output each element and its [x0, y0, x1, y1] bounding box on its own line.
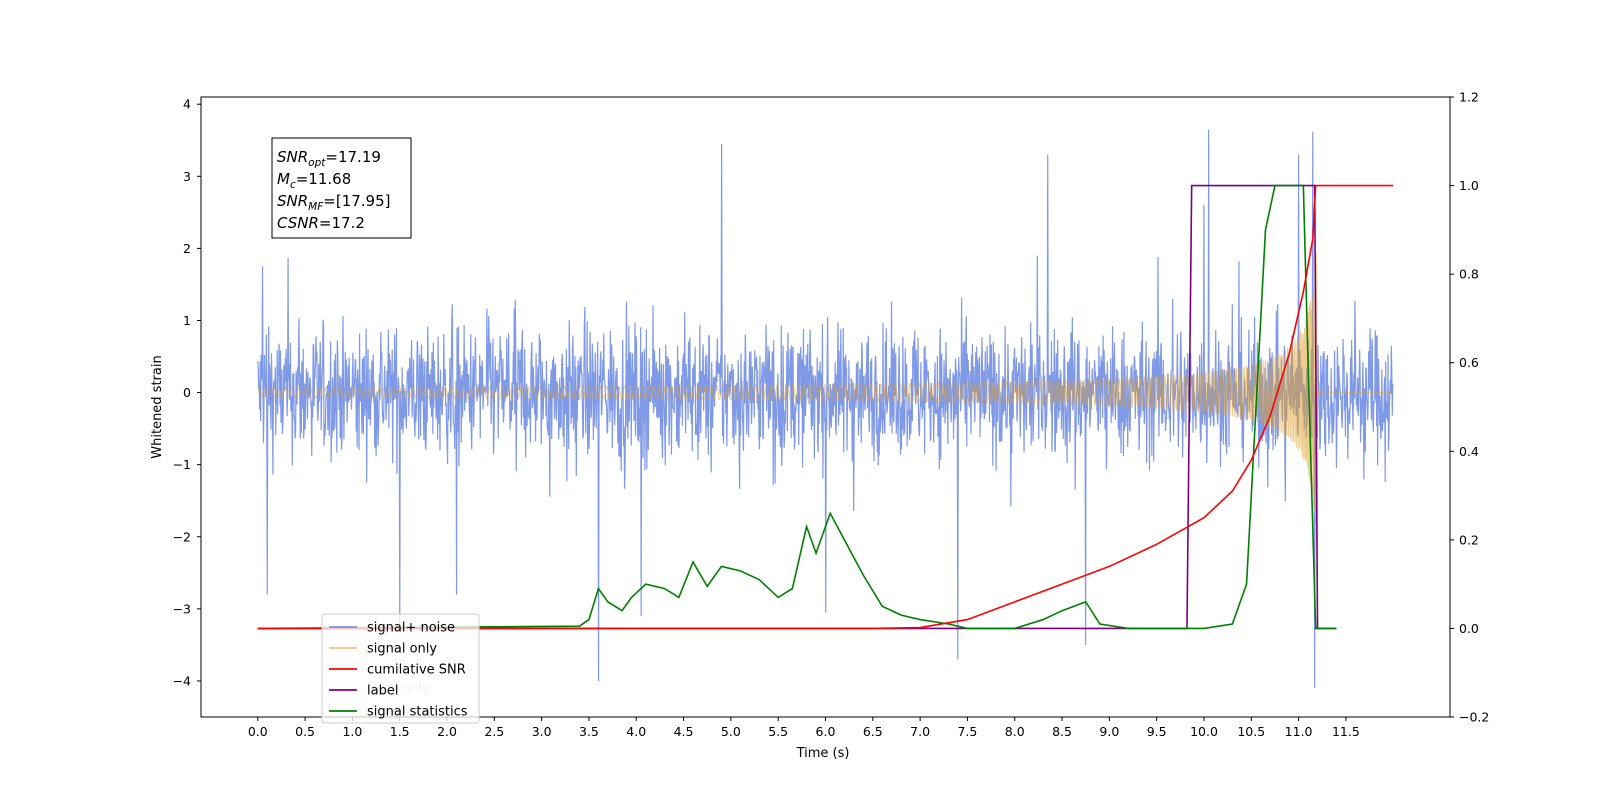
y-left-tick-label: 2 — [183, 241, 191, 256]
annotation-line: Mc=11.68 — [277, 170, 351, 191]
series-label — [257, 184, 1337, 630]
annotation-line: CSNR=17.2 — [277, 214, 365, 232]
y-right-tick-label: 0.2 — [1459, 532, 1479, 547]
y-right-tick-label: 1.2 — [1459, 90, 1479, 105]
x-tick-label: 10.0 — [1190, 724, 1218, 739]
x-tick-label: 0.0 — [248, 724, 268, 739]
x-tick-label: 7.5 — [957, 724, 977, 739]
legend-entry-label: label — [367, 684, 398, 699]
y-left-tick-label: 4 — [183, 97, 191, 112]
x-tick-label: 11.0 — [1285, 724, 1313, 739]
y-left-tick-label: −3 — [173, 601, 191, 616]
legend-entry-label: signal only — [367, 642, 437, 657]
x-tick-label: 1.0 — [342, 724, 362, 739]
annotation-subscript: MF — [308, 201, 324, 213]
x-tick-label: 8.0 — [1005, 724, 1025, 739]
series-signal-noise — [257, 129, 1394, 689]
series-cumulative-snr — [257, 184, 1394, 630]
snr-annotation-box: SNRopt=17.19Mc=11.68SNRMF=[17.95]CSNR=17… — [271, 137, 412, 239]
x-axis: 0.0 0.5 1.0 1.5 2.0 2.5 3.0 3.5 4.0 4.5 5.0 5.5 6.0 6… — [248, 717, 1360, 739]
x-tick-label: 9.0 — [1099, 724, 1119, 739]
y-left-tick-label: −4 — [173, 673, 191, 688]
y-left-tick-label: 1 — [183, 313, 191, 328]
y-axis-right: 1.2 1.0 0.8 0.6 0.4 0.2 0.0 −0.2 — [1450, 90, 1489, 725]
y-axis-label-left: Whitened strain — [150, 355, 165, 458]
x-tick-label: 1.5 — [390, 724, 410, 739]
annotation-value: =11.68 — [296, 170, 352, 188]
annotation-line: SNRMF=[17.95] — [277, 192, 391, 213]
x-tick-label: 5.0 — [721, 724, 741, 739]
x-tick-label: 9.5 — [1147, 724, 1167, 739]
y-left-tick-label: 3 — [183, 169, 191, 184]
annotation-symbol: SNR — [277, 192, 308, 210]
annotation-value: =17.2 — [319, 214, 365, 232]
x-tick-label: 2.0 — [437, 724, 457, 739]
legend-entry-label: cumilative SNR — [367, 663, 466, 678]
x-tick-label: 7.0 — [910, 724, 930, 739]
y-left-tick-label: −1 — [173, 457, 191, 472]
series-signal-only — [257, 252, 1394, 552]
x-tick-label: 2.5 — [484, 724, 504, 739]
annotation-frame — [271, 137, 412, 239]
x-tick-label: 4.5 — [674, 724, 694, 739]
annotation-symbol: M — [277, 170, 290, 188]
x-tick-label: 8.5 — [1052, 724, 1072, 739]
y-axis-left: 4 3 2 1 0 −1 −2 −3 −4 — [173, 97, 201, 688]
x-axis-label: Time (s) — [796, 746, 850, 761]
annotation-symbol: SNR — [277, 148, 308, 166]
x-tick-label: 10.5 — [1237, 724, 1265, 739]
annotation-value: =[17.95] — [323, 192, 390, 210]
y-right-tick-label: 0.8 — [1459, 267, 1479, 282]
x-tick-label: 4.0 — [626, 724, 646, 739]
x-tick-label: 0.5 — [295, 724, 315, 739]
x-tick-label: 3.5 — [579, 724, 599, 739]
y-right-tick-label: −0.2 — [1459, 710, 1489, 725]
y-right-tick-label: 0.4 — [1459, 444, 1479, 459]
y-left-tick-label: 0 — [183, 385, 191, 400]
annotation-value: =17.19 — [325, 148, 381, 166]
legend-entry-label: signal statistics — [367, 705, 468, 720]
annotation-symbol: CSNR — [277, 214, 319, 232]
legend-entry-label: signal+ noise — [367, 621, 455, 636]
x-tick-label: 11.5 — [1332, 724, 1360, 739]
y-right-tick-label: 0.0 — [1459, 621, 1479, 636]
annotation-line: SNRopt=17.19 — [277, 148, 381, 169]
x-tick-label: 5.5 — [768, 724, 788, 739]
x-tick-label: 3.0 — [532, 724, 552, 739]
y-left-tick-label: −2 — [173, 529, 191, 544]
plot-area — [257, 129, 1394, 689]
legend-frame — [321, 613, 480, 724]
x-tick-label: 6.5 — [863, 724, 883, 739]
annotation-subscript: c — [290, 179, 296, 191]
annotation-subscript: opt — [308, 157, 326, 169]
y-right-tick-label: 1.0 — [1459, 178, 1479, 193]
series-signal-statistics — [257, 184, 1337, 630]
y-right-tick-label: 0.6 — [1459, 355, 1479, 370]
x-tick-label: 6.0 — [816, 724, 836, 739]
